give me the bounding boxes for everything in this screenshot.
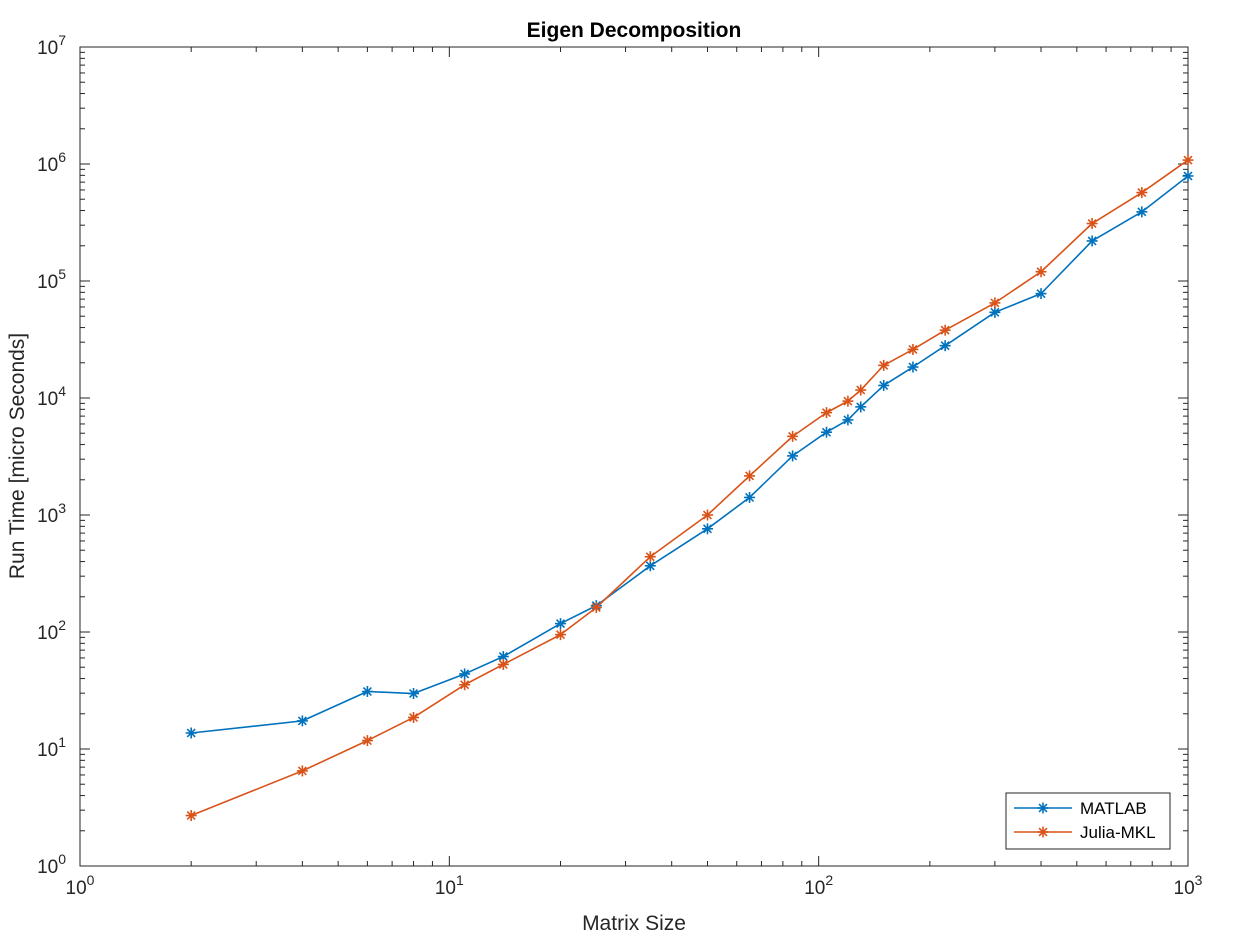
legend-label: MATLAB xyxy=(1080,799,1147,818)
data-point-julia-mkl xyxy=(555,629,567,641)
data-point-matlab xyxy=(907,361,919,373)
x-tick-label: 100 xyxy=(66,872,95,899)
y-tick-label: 100 xyxy=(37,851,66,878)
data-point-matlab xyxy=(787,450,799,462)
data-point-matlab xyxy=(878,379,890,391)
data-point-julia-mkl xyxy=(820,407,832,419)
data-point-matlab xyxy=(296,715,308,727)
data-point-matlab xyxy=(361,686,373,698)
data-point-matlab xyxy=(1035,288,1047,300)
data-point-julia-mkl xyxy=(787,430,799,442)
data-point-julia-mkl xyxy=(361,735,373,747)
data-point-matlab xyxy=(989,306,1001,318)
data-point-julia-mkl xyxy=(939,324,951,336)
legend-label: Julia-MKL xyxy=(1080,823,1156,842)
data-point-matlab xyxy=(1182,170,1194,182)
y-tick-label: 107 xyxy=(37,32,66,59)
legend-entry-matlab: MATLAB xyxy=(1014,799,1147,818)
data-point-julia-mkl xyxy=(497,658,509,670)
data-point-julia-mkl xyxy=(701,509,713,521)
series-layer xyxy=(185,154,1194,822)
series-julia-mkl xyxy=(185,154,1194,822)
y-tick-label: 106 xyxy=(37,149,66,176)
data-point-julia-mkl xyxy=(459,679,471,691)
data-point-matlab xyxy=(1136,206,1148,218)
data-point-julia-mkl xyxy=(855,384,867,396)
x-tick-label: 101 xyxy=(435,872,464,899)
data-point-matlab xyxy=(497,651,509,663)
data-point-julia-mkl xyxy=(644,551,656,563)
data-point-julia-mkl xyxy=(1136,187,1148,199)
data-point-julia-mkl xyxy=(590,601,602,613)
data-point-julia-mkl xyxy=(408,711,420,723)
data-point-julia-mkl xyxy=(907,343,919,355)
y-tick-label: 101 xyxy=(37,734,66,761)
y-tick-label: 103 xyxy=(37,500,66,527)
y-axis-label: Run Time [micro Seconds] xyxy=(6,333,29,579)
legend-entry-julia-mkl: Julia-MKL xyxy=(1014,823,1156,842)
y-tick-label: 105 xyxy=(37,266,66,293)
data-point-matlab xyxy=(820,426,832,438)
series-matlab xyxy=(185,170,1194,739)
ticks: 100 101 102 103 100 101 102 103 104 105 106 107 xyxy=(37,32,1203,899)
legend-box xyxy=(1005,792,1171,850)
data-point-julia-mkl xyxy=(1035,266,1047,278)
legend-marker xyxy=(1037,826,1049,838)
data-point-julia-mkl xyxy=(878,359,890,371)
data-point-julia-mkl xyxy=(989,297,1001,309)
y-tick-label: 104 xyxy=(37,383,66,410)
data-point-matlab xyxy=(185,727,197,739)
x-tick-label: 102 xyxy=(804,872,833,899)
y-tick-label: 102 xyxy=(37,617,66,644)
data-point-matlab xyxy=(459,668,471,680)
axes-frame xyxy=(79,46,1189,867)
data-point-matlab xyxy=(939,340,951,352)
x-axis-label: Matrix Size xyxy=(582,912,686,935)
data-point-julia-mkl xyxy=(296,765,308,777)
data-point-matlab xyxy=(555,618,567,630)
data-point-julia-mkl xyxy=(842,395,854,407)
data-point-julia-mkl xyxy=(185,810,197,822)
axes-box xyxy=(79,46,1189,867)
data-point-matlab xyxy=(1086,235,1098,247)
plot-area xyxy=(80,47,1188,866)
x-tick-label: 103 xyxy=(1174,872,1203,899)
data-point-julia-mkl xyxy=(1086,218,1098,230)
chart-title: Eigen Decomposition xyxy=(527,19,742,42)
data-point-matlab xyxy=(701,523,713,535)
data-point-matlab xyxy=(842,414,854,426)
data-point-matlab xyxy=(744,491,756,503)
data-point-matlab xyxy=(855,401,867,413)
legend-marker xyxy=(1037,802,1049,814)
data-point-matlab xyxy=(408,688,420,700)
data-point-julia-mkl xyxy=(1182,154,1194,166)
data-point-julia-mkl xyxy=(744,470,756,482)
legend: MATLAB Julia-MKL xyxy=(1005,792,1171,850)
